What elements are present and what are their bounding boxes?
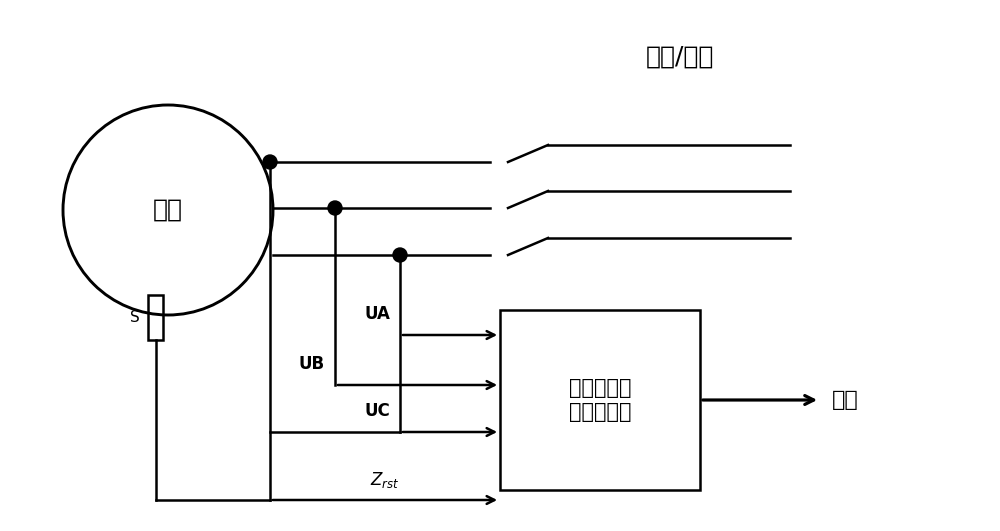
Text: UA: UA bbox=[364, 305, 390, 323]
Text: 电机: 电机 bbox=[153, 198, 183, 222]
Text: S: S bbox=[130, 310, 140, 325]
Bar bbox=[148, 295, 163, 340]
Text: $Z_{rst}$: $Z_{rst}$ bbox=[370, 470, 400, 490]
Text: UB: UB bbox=[299, 355, 325, 373]
Bar bbox=[500, 310, 700, 490]
Text: 电机旋转角
度测量设备: 电机旋转角 度测量设备 bbox=[569, 379, 631, 422]
Text: UC: UC bbox=[364, 402, 390, 420]
Circle shape bbox=[393, 248, 407, 262]
Circle shape bbox=[263, 155, 277, 169]
Circle shape bbox=[328, 201, 342, 215]
Text: 接通/断开: 接通/断开 bbox=[646, 45, 714, 69]
Text: 输出: 输出 bbox=[832, 390, 859, 410]
